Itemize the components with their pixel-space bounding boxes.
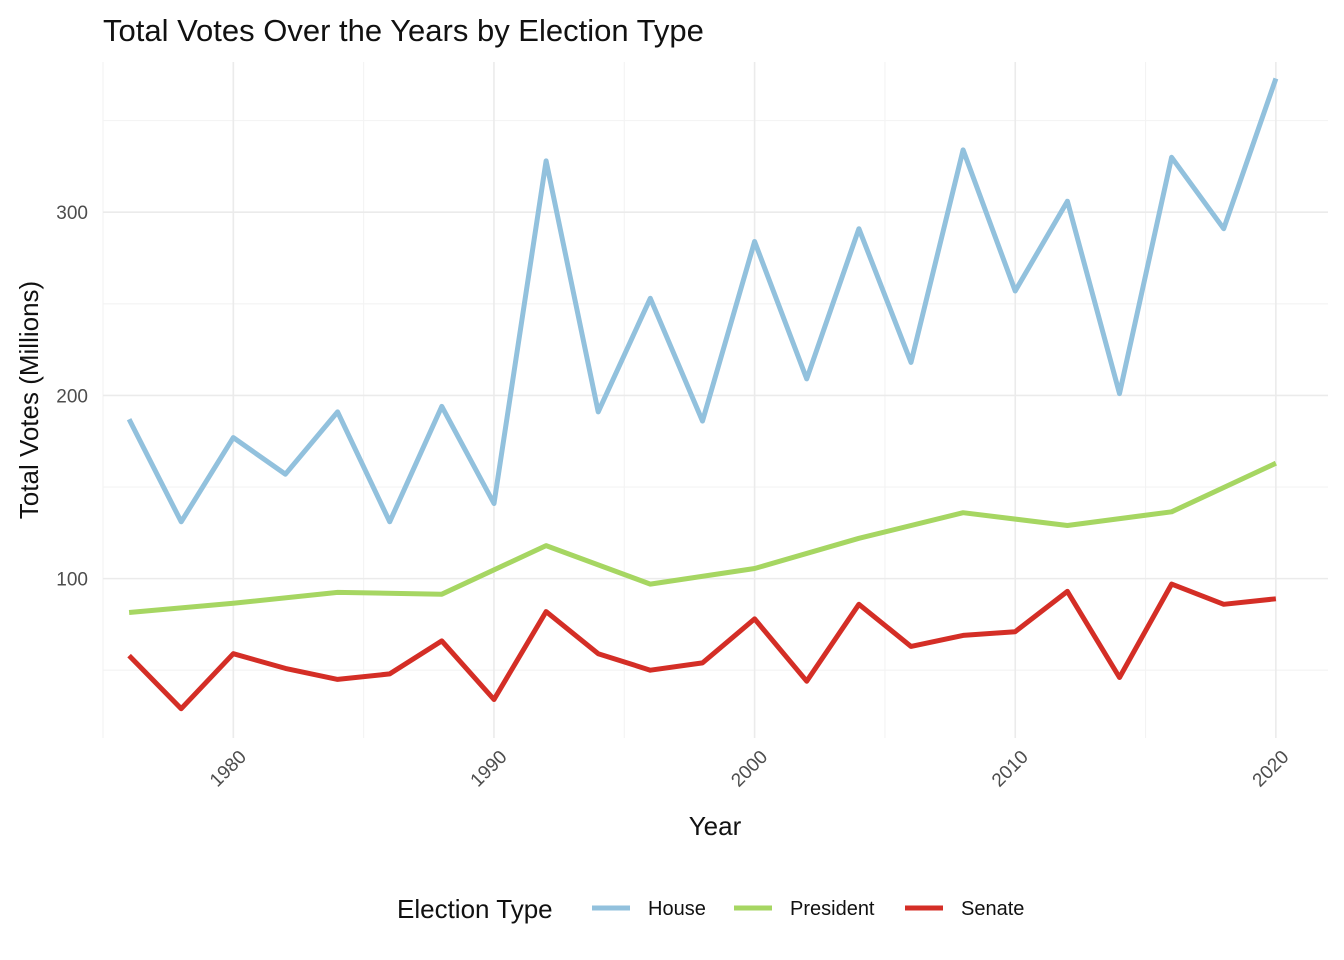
x-tick-label: 2020 — [1249, 747, 1294, 792]
series-line-house — [126, 77, 1279, 525]
x-axis-title: Year — [689, 811, 742, 841]
series-line-president — [128, 460, 1277, 615]
y-axis-title: Total Votes (Millions) — [14, 281, 44, 519]
legend-label-president: President — [790, 898, 875, 920]
legend-label-senate: Senate — [961, 898, 1024, 920]
x-tick-label: 2000 — [727, 747, 772, 792]
grid — [102, 62, 1328, 738]
y-axis-ticks: 100 200 300 — [56, 203, 88, 590]
x-tick-label: 1980 — [206, 747, 251, 792]
series-line-senate — [127, 581, 1277, 712]
y-tick-label: 100 — [56, 570, 88, 591]
x-tick-label: 1990 — [467, 747, 512, 792]
y-tick-label: 200 — [56, 386, 88, 407]
legend-label-house: House — [648, 898, 706, 920]
series-lines — [126, 77, 1279, 712]
x-axis-ticks: 1980 1990 2000 2010 2020 — [206, 747, 1293, 792]
y-tick-label: 300 — [56, 203, 88, 224]
x-tick-label: 2010 — [988, 747, 1033, 792]
legend: Election Type House President Senate — [397, 894, 1024, 924]
legend-title: Election Type — [397, 894, 553, 924]
chart-title: Total Votes Over the Years by Election T… — [103, 13, 704, 48]
